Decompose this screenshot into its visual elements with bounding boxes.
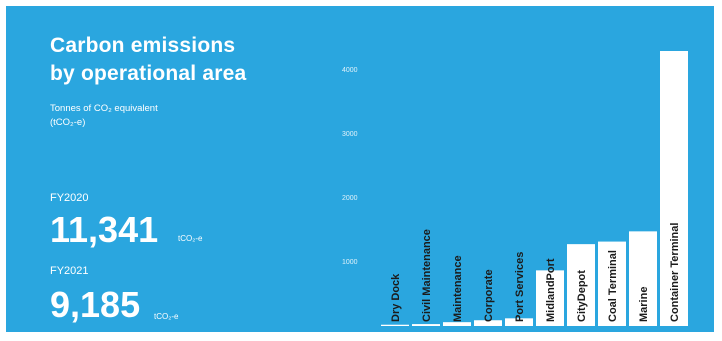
category-label: Port Services [514, 252, 526, 322]
bar [567, 244, 595, 326]
emissions-panel: Carbon emissions by operational area Ton… [6, 6, 714, 332]
category-label: Civil Maintenance [421, 229, 433, 322]
bar [660, 51, 688, 326]
title-line-2: by operational area [50, 62, 247, 85]
title-line-1: Carbon emissions [50, 34, 236, 57]
subtitle-line-2: (tCO₂-e) [50, 117, 86, 128]
y-tick-label: 3000 [342, 131, 358, 138]
chart-subtitle: Tonnes of CO₂ equivalent (tCO₂-e) [50, 102, 270, 130]
fy2020-label: FY2020 [50, 192, 89, 204]
category-label: Coal Terminal [607, 250, 619, 322]
bar [381, 324, 409, 326]
category-label: Dry Dock [390, 273, 402, 322]
bar [474, 320, 502, 326]
bar-chart: 1000 2000 3000 4000 Dry Dock Civil Maintenanc… [342, 51, 688, 326]
y-tick-label: 1000 [342, 259, 358, 266]
chart-title: Carbon emissions by operational area [50, 32, 320, 88]
bar [505, 318, 533, 326]
category-label: Container Terminal [669, 223, 681, 322]
category-label: Corporate [483, 269, 495, 322]
category-label: Maintenance [452, 255, 464, 322]
bar [598, 241, 626, 326]
bar [629, 231, 657, 326]
bar [536, 270, 564, 326]
category-label: Marine [638, 287, 650, 322]
category-label: CityDepot [576, 270, 588, 322]
fy2021-unit: tCO₂-e [154, 312, 179, 321]
bar [443, 322, 471, 326]
fy2021-value: 9,185 [50, 284, 141, 325]
category-label: MidlandPort [545, 258, 557, 322]
fy2021-label: FY2021 [50, 265, 89, 277]
bar [412, 324, 440, 326]
y-tick-label: 2000 [342, 195, 358, 202]
subtitle-line-1: Tonnes of CO₂ equivalent [50, 103, 158, 114]
fy2020-value: 11,341 [50, 209, 159, 250]
y-tick-label: 4000 [342, 67, 358, 74]
fy2020-unit: tCO₂-e [178, 234, 203, 243]
